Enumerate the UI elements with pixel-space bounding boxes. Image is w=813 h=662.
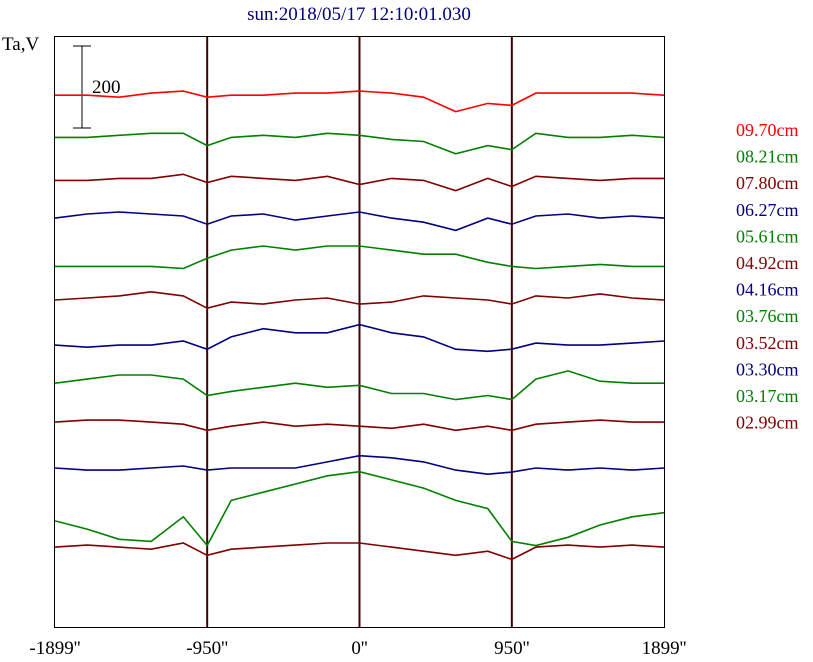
legend-item: 08.21cm [736,147,799,167]
legend-item: 03.17cm [736,386,799,406]
series-line-02.99cm [54,542,665,561]
legend-item: 06.27cm [736,200,799,220]
series-line-03.52cm [54,419,664,432]
legend-item: 04.16cm [736,280,799,300]
y-axis-label: Ta,V [2,34,39,55]
scale-bar-label: 200 [92,77,121,98]
x-tick-label: -950'' [186,638,228,659]
series-line-04.16cm [54,323,665,353]
plot-frame [54,36,665,628]
legend-item: 04.92cm [736,253,799,273]
x-tick-label: 950'' [494,638,529,659]
series-line-05.61cm [55,245,664,270]
chart-title: sun:2018/05/17 12:10:01.030 [247,4,471,25]
series-line-03.76cm [54,370,664,401]
series-line-09.70cm [55,90,665,113]
series-line-08.21cm [55,132,665,155]
series-line-04.92cm [54,290,665,310]
x-tick-label: 0'' [351,638,367,659]
series-line-03.30cm [54,454,665,476]
scale-bar: 200 [73,45,121,129]
legend-item: 03.52cm [736,333,799,353]
legend-item: 02.99cm [736,413,799,433]
legend-item: 07.80cm [736,173,799,193]
series-line-03.17cm [54,470,665,547]
x-tick-label: 1899'' [642,638,687,659]
legend-item: 05.61cm [736,226,799,246]
legend-item: 03.76cm [736,306,799,326]
x-tick-label: -1899'' [29,638,80,659]
legend-item: 03.30cm [736,359,799,379]
legend-item: 09.70cm [736,120,799,140]
series-line-07.80cm [55,173,664,192]
series-line-06.27cm [54,211,665,232]
